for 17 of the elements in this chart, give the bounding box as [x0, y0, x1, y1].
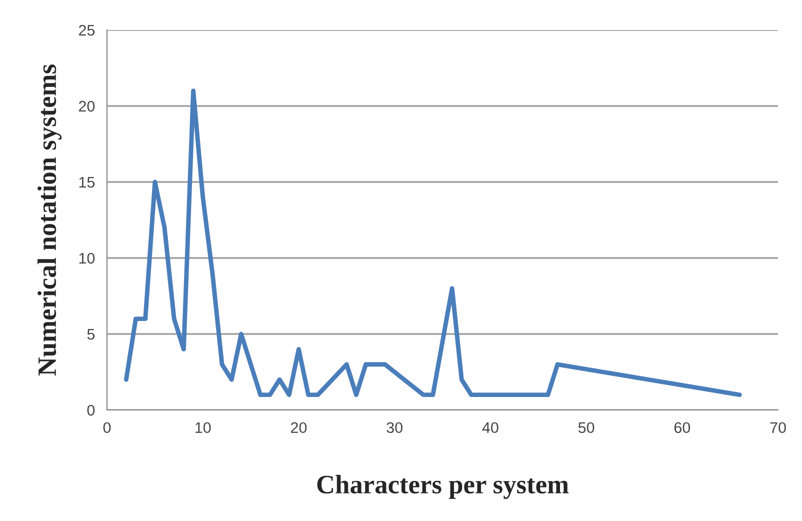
x-axis-title: Characters per system [317, 474, 569, 499]
y-tick-label: 25 [78, 24, 95, 36]
x-tick-label: 70 [770, 422, 786, 434]
y-tick-label: 10 [79, 252, 95, 264]
x-tick-label: 0 [103, 422, 111, 434]
y-tick-label: 5 [87, 329, 95, 340]
x-tick-label: 20 [290, 422, 307, 434]
x-tick-label: 10 [196, 422, 211, 434]
x-tick-label: 50 [578, 422, 594, 434]
x-tick-label: 30 [386, 422, 402, 434]
y-tick-label: 20 [78, 100, 95, 112]
x-tick-label: 60 [674, 422, 690, 434]
y-tick-label: 0 [87, 404, 95, 416]
y-axis-title: Numerical notation systems [38, 64, 62, 376]
line-series [124, 88, 742, 398]
x-tick-label: 40 [482, 422, 498, 434]
y-tick-label: 15 [79, 177, 95, 188]
